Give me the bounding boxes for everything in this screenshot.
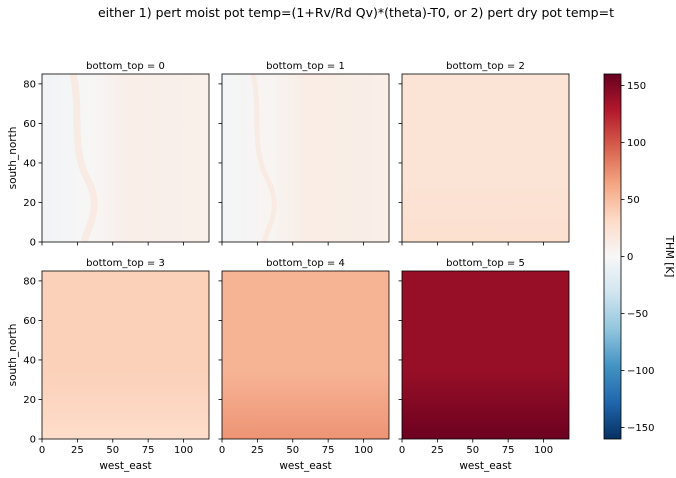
y-tick-label: 40: [23, 158, 36, 169]
y-tick-label: 60: [23, 316, 36, 327]
heatmap-panel-1: [222, 74, 389, 242]
y-tick-label: 20: [23, 395, 36, 406]
x-tick-label: 75: [142, 445, 155, 456]
colorbar-tick-label: 100: [627, 138, 646, 149]
x-tick-label: 100: [534, 445, 553, 456]
x-tick-label: 100: [354, 445, 373, 456]
x-tick-label: 25: [251, 445, 264, 456]
figure-title: either 1) pert moist pot temp=(1+Rv/Rd Q…: [98, 5, 614, 20]
panel-frame-5: [401, 270, 570, 440]
x-tick-label: 50: [106, 445, 119, 456]
x-tick-label: 100: [174, 445, 193, 456]
y-tick-label: 40: [23, 355, 36, 366]
x-tick-label: 50: [286, 445, 299, 456]
colorbar-tick-label: 0: [627, 252, 633, 263]
panel-frame-1: [221, 73, 390, 243]
x-tick-label: 75: [322, 445, 335, 456]
colorbar-tick-label: −50: [627, 309, 648, 320]
colorbar-tick-label: −150: [627, 423, 654, 434]
y-tick-label: 0: [30, 435, 36, 446]
y-tick-label: 60: [23, 119, 36, 130]
panel-frame-0: [41, 73, 210, 243]
colorbar-tick-label: 150: [627, 81, 646, 92]
panel-title-5: bottom_top = 5: [446, 258, 525, 269]
y-tick-label: 0: [30, 238, 36, 249]
panel-frame-4: [221, 270, 390, 440]
x-tick-label: 25: [431, 445, 444, 456]
heatmap-panel-5: [402, 271, 569, 439]
panel-title-1: bottom_top = 1: [266, 61, 345, 72]
panel-grid: bottom_top = 0020406080south_northbottom…: [7, 61, 570, 472]
y-axis-label: south_north: [7, 127, 19, 190]
y-tick-label: 80: [23, 79, 36, 90]
heatmap-panel-4: [222, 271, 389, 439]
x-tick-label: 0: [399, 445, 405, 456]
x-tick-label: 50: [466, 445, 479, 456]
x-tick-label: 25: [71, 445, 84, 456]
panel-title-2: bottom_top = 2: [446, 61, 525, 72]
panel-title-4: bottom_top = 4: [266, 258, 345, 269]
heatmap-panel-0: [42, 74, 209, 242]
panel-title-0: bottom_top = 0: [86, 61, 165, 72]
colorbar-tick-label: 50: [627, 195, 640, 206]
colorbar: −150 −100 −50 0 50 100 150 THM [K]: [603, 73, 675, 440]
colorbar-label: THM [K]: [663, 235, 675, 278]
y-tick-label: 20: [23, 198, 36, 209]
panel-frame-2: [401, 73, 570, 243]
terrain-ridge-0: [69, 73, 98, 243]
x-axis-label: west_east: [279, 460, 331, 472]
panel-title-3: bottom_top = 3: [86, 258, 165, 269]
heatmap-panel-2: [402, 74, 569, 242]
terrain-ridge-1: [250, 73, 277, 243]
y-tick-label: 80: [23, 276, 36, 287]
colorbar-tick-label: −100: [627, 366, 654, 377]
y-axis-label: south_north: [7, 324, 19, 387]
heatmap-panel-3: [42, 271, 209, 439]
x-tick-label: 75: [502, 445, 515, 456]
panel-frame-3: [41, 270, 210, 440]
x-axis-label: west_east: [99, 460, 151, 472]
x-tick-label: 0: [39, 445, 45, 456]
x-axis-label: west_east: [459, 460, 511, 472]
x-tick-label: 0: [219, 445, 225, 456]
colorbar-bar: [603, 73, 622, 440]
